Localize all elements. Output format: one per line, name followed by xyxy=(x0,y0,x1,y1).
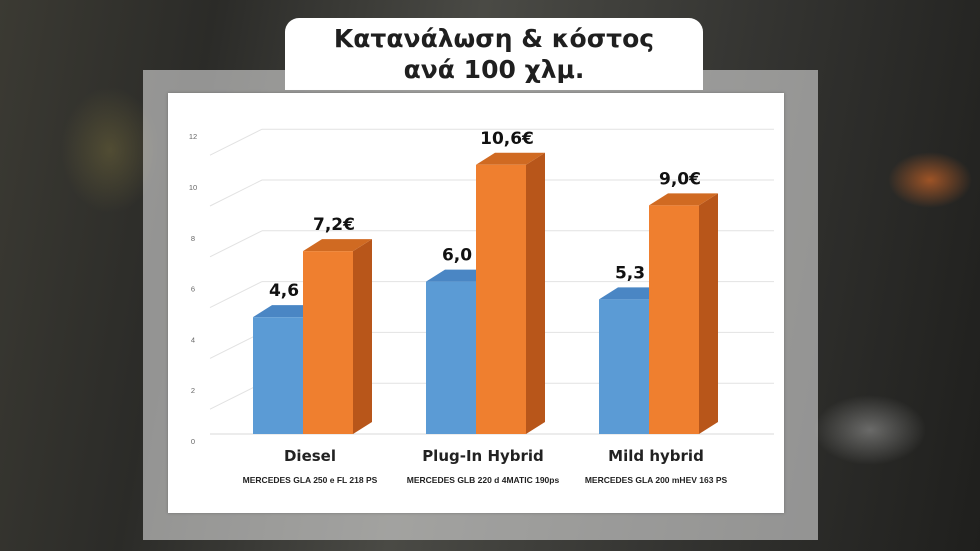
cost-bar-value-label: 10,6€ xyxy=(480,129,534,149)
cost-bar-top xyxy=(649,193,718,206)
cost-bar-value-label: 7,2€ xyxy=(313,215,355,235)
consumption-bar-value-label: 4,6 xyxy=(269,281,299,301)
cost-bar xyxy=(303,251,353,434)
consumption-bar-value-label: 5,3 xyxy=(615,263,645,283)
cost-bar xyxy=(649,205,699,434)
consumption-bar xyxy=(253,317,303,434)
y-tick-label: 10 xyxy=(189,183,197,192)
bar-chart: 0 2 4 6 8 10 12 4,6 7,2€ Diesel MERCEDES GLA 250 e… xyxy=(189,128,774,485)
title-box: Κατανάλωση & κόστος ανά 100 χλμ. xyxy=(285,18,703,90)
category-sublabel: MERCEDES GLB 220 d 4MATIC 190ps xyxy=(407,475,560,485)
cost-bar-side xyxy=(526,152,545,434)
y-tick-label: 12 xyxy=(189,132,197,141)
category-label: Mild hybrid xyxy=(608,447,704,465)
title-line-1: Κατανάλωση & κόστος xyxy=(333,24,655,53)
gridline-slant xyxy=(209,179,263,207)
cost-bar-side xyxy=(699,193,718,434)
y-tick-label: 2 xyxy=(191,386,195,395)
cost-bar xyxy=(476,164,526,434)
title-line-2: ανά 100 χλμ. xyxy=(403,55,585,84)
consumption-bar xyxy=(426,281,476,434)
y-tick-label: 4 xyxy=(191,335,195,344)
category-sublabel: MERCEDES GLA 250 e FL 218 PS xyxy=(243,475,378,485)
category-label: Diesel xyxy=(284,447,336,465)
cost-bar-side xyxy=(353,239,372,434)
category-sublabel: MERCEDES GLA 200 mHEV 163 PS xyxy=(585,475,728,485)
gridline-slant xyxy=(209,230,263,258)
consumption-bar xyxy=(599,299,649,434)
category-label: Plug-In Hybrid xyxy=(422,447,544,465)
gridline-slant xyxy=(209,281,263,309)
cost-bar-value-label: 9,0€ xyxy=(659,169,701,189)
y-tick-label: 6 xyxy=(191,285,195,294)
chart-panel: 0 2 4 6 8 10 12 4,6 7,2€ Diesel MERCEDES GLA 250 e… xyxy=(168,93,784,513)
gridline-slant xyxy=(209,128,263,156)
cost-bar-top xyxy=(476,152,545,165)
cost-bar-top xyxy=(303,239,372,252)
consumption-bar-value-label: 6,0 xyxy=(442,246,472,266)
y-tick-label: 8 xyxy=(191,234,195,243)
y-tick-label: 0 xyxy=(191,437,195,446)
